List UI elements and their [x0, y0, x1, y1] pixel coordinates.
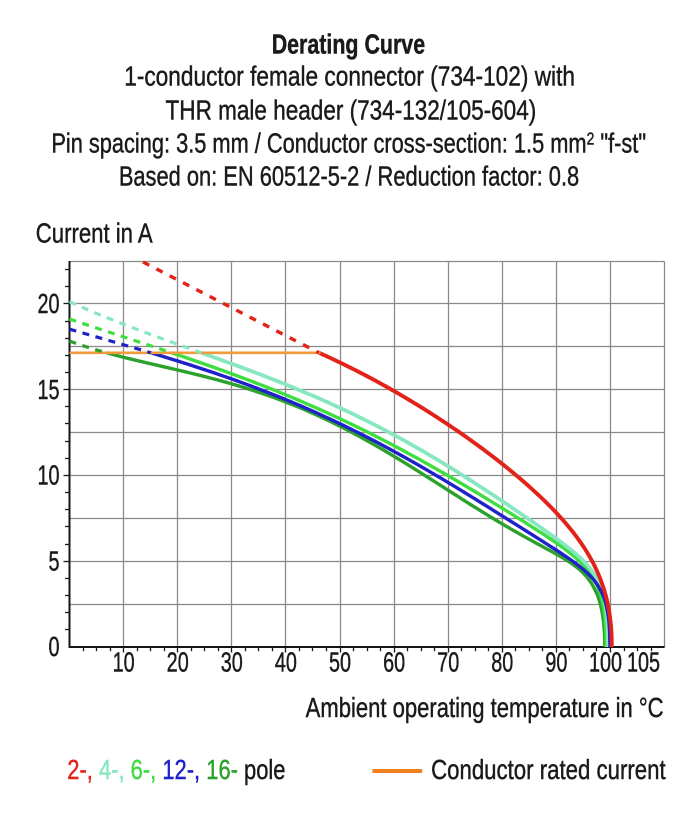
svg-text:1-conductor female connector (: 1-conductor female connector (734-102) w… — [124, 62, 575, 93]
svg-text:100: 100 — [589, 647, 622, 678]
svg-text:30: 30 — [221, 647, 243, 678]
svg-text:Current in A: Current in A — [36, 218, 153, 249]
svg-text:40: 40 — [275, 647, 297, 678]
svg-text:50: 50 — [329, 647, 351, 678]
svg-text:80: 80 — [491, 647, 513, 678]
svg-text:10: 10 — [113, 647, 135, 678]
svg-text:105: 105 — [627, 647, 660, 678]
svg-text:Based on: EN 60512-5-2 / Reduc: Based on: EN 60512-5-2 / Reduction facto… — [119, 162, 579, 192]
svg-text:70: 70 — [437, 647, 459, 678]
svg-text:Ambient operating temperature: Ambient operating temperature in °C — [306, 693, 664, 724]
svg-text:Pin spacing: 3.5 mm / Conducto: Pin spacing: 3.5 mm / Conductor cross-se… — [51, 129, 646, 159]
svg-text:Derating Curve: Derating Curve — [272, 30, 425, 60]
svg-text:Conductor rated current: Conductor rated current — [431, 755, 666, 786]
svg-text:90: 90 — [545, 647, 567, 678]
svg-text:THR male header (734-132/105-6: THR male header (734-132/105-604) — [166, 95, 537, 126]
svg-text:20: 20 — [167, 647, 189, 678]
svg-text:2-, 4-, 6-, 12-, 16- pole: 2-, 4-, 6-, 12-, 16- pole — [67, 755, 285, 786]
svg-text:60: 60 — [383, 647, 405, 678]
svg-text:15: 15 — [37, 375, 59, 406]
svg-text:5: 5 — [48, 546, 59, 577]
svg-text:10: 10 — [37, 461, 59, 492]
svg-text:20: 20 — [37, 289, 59, 320]
svg-text:0: 0 — [48, 632, 59, 663]
